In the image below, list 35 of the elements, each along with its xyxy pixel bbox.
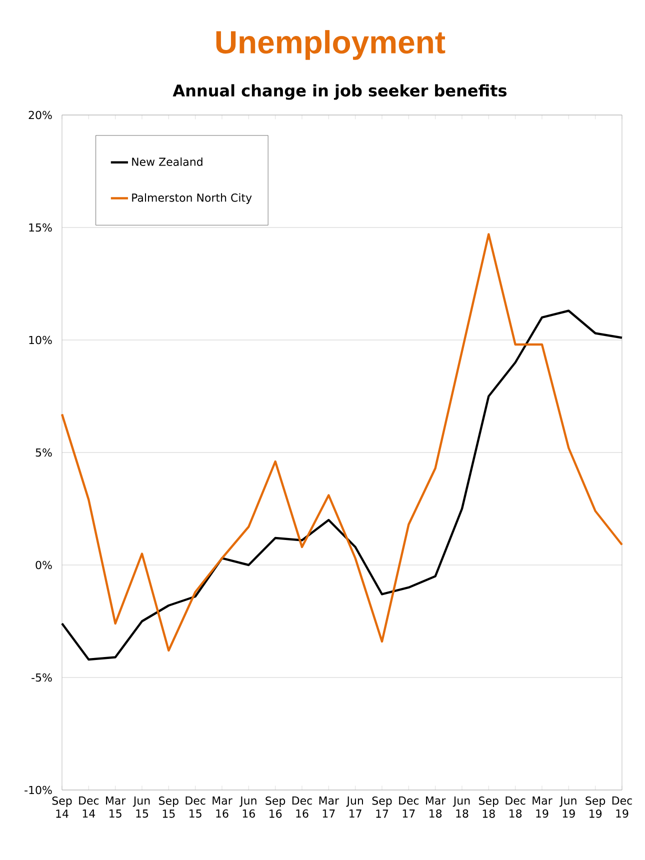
x-tick-label: Jun 17: [346, 796, 363, 818]
x-tick-label: Mar 16: [212, 796, 232, 818]
y-tick-label: -5%: [32, 673, 52, 682]
x-tick-label: Jun 16: [240, 796, 256, 818]
line-series: [60, 233, 624, 652]
legend-label: Palmerston North City: [132, 193, 252, 204]
x-tick-label: Dec 17: [399, 796, 419, 818]
x-tick-label: Dec 15: [186, 796, 206, 818]
x-tick-label: Jun 19: [560, 796, 576, 818]
x-tick-label: Mar 19: [532, 796, 552, 818]
x-tick-label: Dec 16: [292, 796, 312, 818]
x-tick-label: Sep 16: [266, 796, 286, 818]
x-tick-label: Mar 18: [426, 796, 446, 818]
x-tick-label: Sep 15: [159, 796, 178, 818]
x-tick-label: Dec 18: [506, 796, 526, 818]
y-tick-label: -10%: [24, 786, 52, 794]
legend-label: New Zealand: [132, 157, 202, 166]
x-tick-label: Sep 17: [372, 796, 392, 818]
x-tick-label: Jun 18: [452, 796, 470, 818]
x-tick-label: Jun 15: [132, 796, 150, 818]
x-tick-label: Mar 15: [106, 796, 126, 818]
x-tick-label: Sep 19: [586, 796, 606, 818]
x-tick-label: Sep 14: [52, 796, 72, 818]
y-tick-label: 20%: [28, 110, 52, 120]
chart-title: Unemployment: [216, 30, 446, 60]
line-series: [60, 310, 624, 661]
y-tick-label: 5%: [36, 448, 52, 457]
y-tick-label: 0%: [36, 560, 52, 570]
x-tick-label: Dec 19: [612, 796, 632, 818]
x-tick-label: Mar 17: [319, 796, 340, 818]
chart-subtitle: Annual change in job seeker benefits: [172, 84, 507, 100]
x-tick-label: Sep 18: [479, 796, 498, 818]
y-tick-label: 10%: [29, 336, 52, 344]
x-tick-label: Dec 14: [79, 796, 99, 818]
y-tick-label: 15%: [29, 223, 52, 232]
